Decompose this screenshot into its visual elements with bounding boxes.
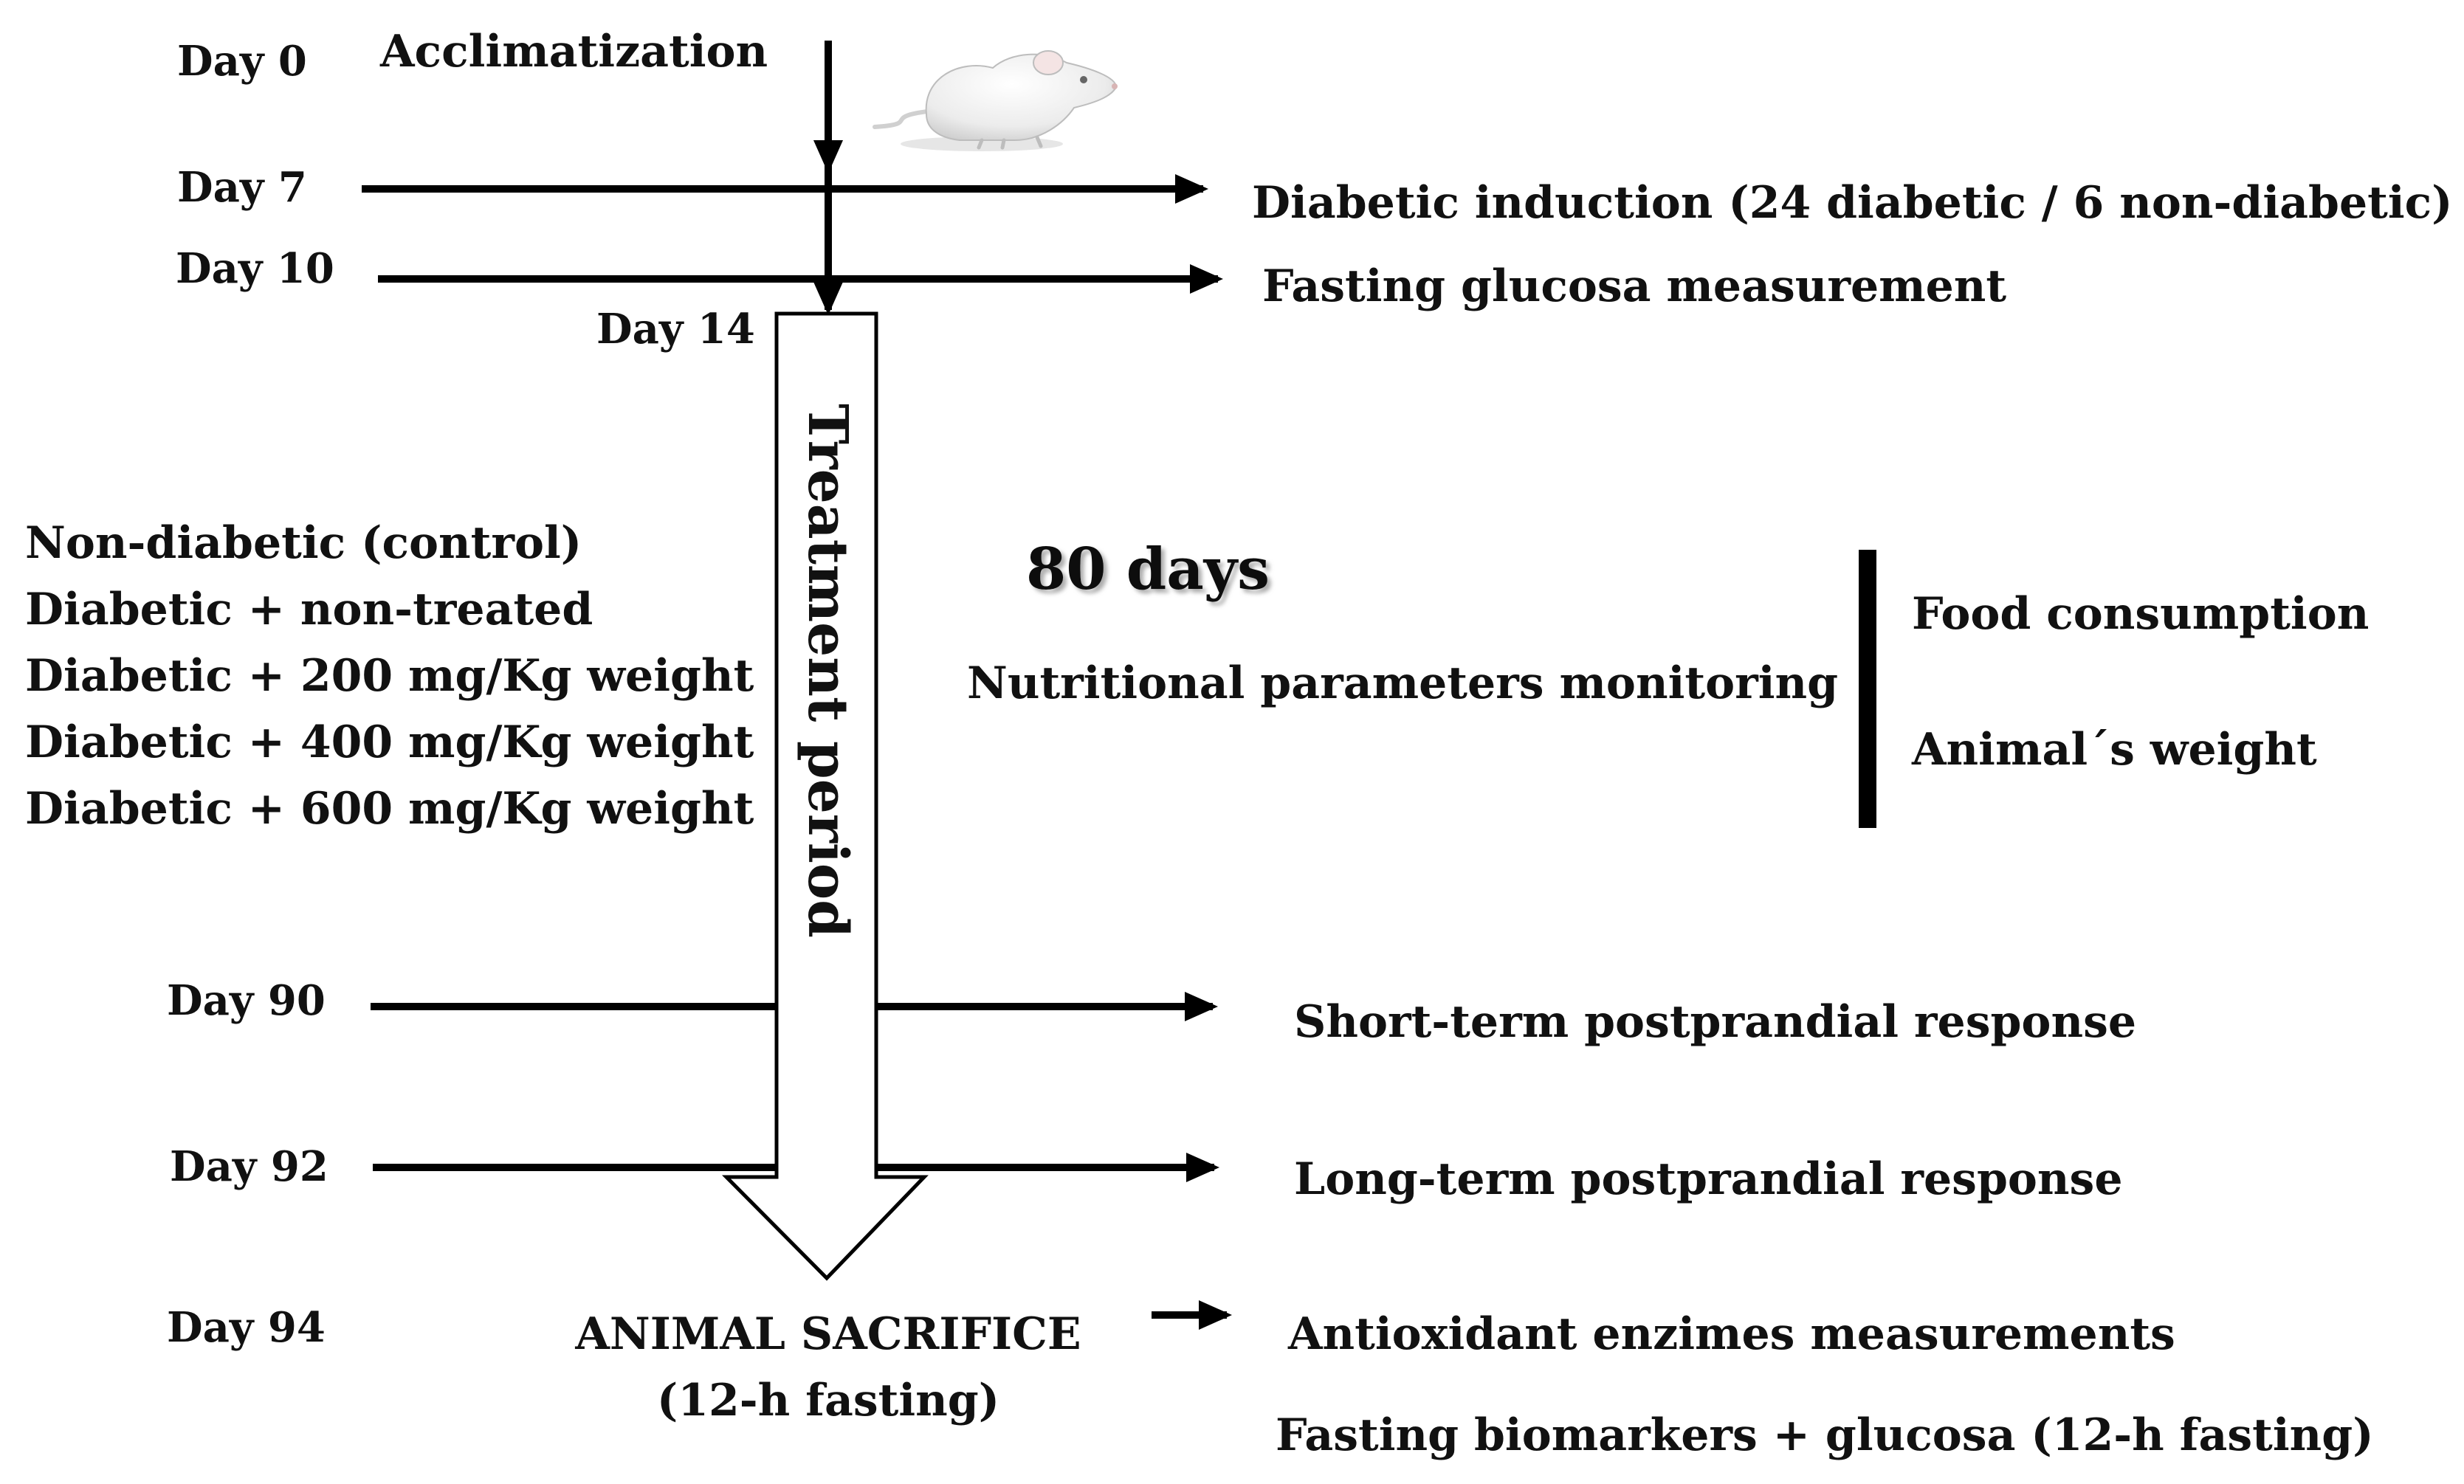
fasting-glucose-label: Fasting glucosa measurement [1262,260,2006,312]
diabetic-induction-label: Diabetic induction (24 diabetic / 6 non-… [1252,177,2453,229]
animal-sacrifice-label: ANIMAL SACRIFICE [574,1308,1081,1360]
group-diabetic-400: Diabetic + 400 mg/Kg weight [25,717,754,768]
short-term-response-label: Short-term postprandial response [1294,996,2136,1048]
rat-icon [873,50,1118,151]
food-consumption-label: Food consumption [1912,588,2369,640]
day-92-label: Day 92 [170,1142,328,1191]
group-diabetic-600: Diabetic + 600 mg/Kg weight [25,783,754,835]
animal-weight-label: Animal´s weight [1911,724,2317,776]
day-94-label: Day 94 [167,1303,326,1352]
fasting-biomarkers-label: Fasting biomarkers + glucosa (12-h fasti… [1276,1409,2374,1461]
nutritional-monitoring-label: Nutritional parameters monitoring [967,658,1838,709]
long-term-response-label: Long-term postprandial response [1294,1153,2123,1205]
group-non-diabetic-control: Non-diabetic (control) [25,517,582,569]
duration-label: 80 days [1026,536,1270,603]
day-10-label: Day 10 [176,244,334,293]
treatment-period-arrow [721,311,929,1281]
sacrifice-fasting-label: (12-h fasting) [657,1375,999,1426]
treatment-period-label: Treatment period [796,404,859,938]
acclimatization-label: Acclimatization [379,26,768,77]
antioxidant-enzymes-label: Antioxidant enzimes measurements [1287,1308,2175,1360]
day-0-label: Day 0 [177,37,307,86]
day-14-label: Day 14 [596,305,755,353]
day-90-label: Day 90 [167,976,326,1025]
group-diabetic-200: Diabetic + 200 mg/Kg weight [25,650,754,702]
day-7-label: Day 7 [177,163,307,212]
group-diabetic-non-treated: Diabetic + non-treated [25,584,593,635]
